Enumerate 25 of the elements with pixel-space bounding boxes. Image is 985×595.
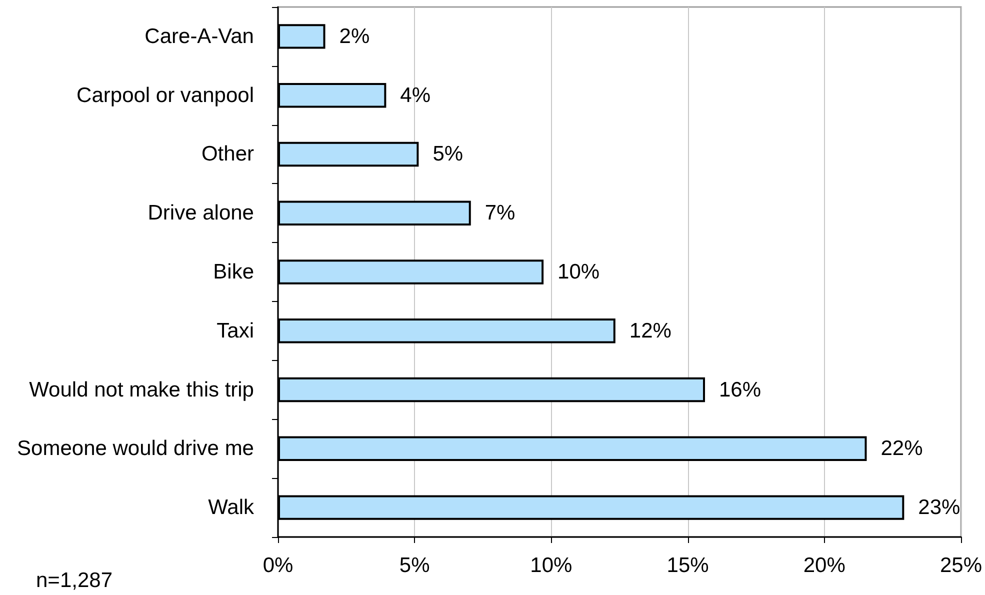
y-tick-label: Would not make this trip	[29, 378, 254, 402]
y-tick-label: Drive alone	[148, 202, 254, 225]
y-tick-label: Taxi	[216, 319, 254, 342]
y-tick-label: Bike	[213, 260, 254, 284]
y-tick-label: Carpool or vanpool	[76, 84, 254, 107]
x-tick-label: 25%	[940, 554, 982, 577]
x-tick-label: 20%	[803, 554, 846, 577]
y-tick-label: Someone would drive me	[17, 437, 254, 460]
data-label: 4%	[400, 84, 431, 107]
text: n=1,287	[36, 569, 112, 592]
data-label: 23%	[918, 496, 960, 520]
x-tick-label: 10%	[530, 554, 572, 577]
y-tick-label: Walk	[208, 496, 254, 520]
data-label: 12%	[629, 319, 672, 342]
x-tick-label: 5%	[399, 554, 430, 577]
data-label: 16%	[719, 378, 762, 402]
data-label: 10%	[558, 260, 600, 284]
y-tick-label: Other	[201, 142, 254, 166]
data-label: 5%	[432, 142, 464, 166]
data-label: 22%	[880, 437, 923, 460]
x-tick-label: 0%	[262, 554, 294, 577]
data-label: 2%	[339, 24, 370, 48]
y-tick-label: Care-A-Van	[144, 24, 254, 48]
x-tick-label: 15%	[666, 554, 709, 577]
data-label: 7%	[484, 202, 516, 225]
